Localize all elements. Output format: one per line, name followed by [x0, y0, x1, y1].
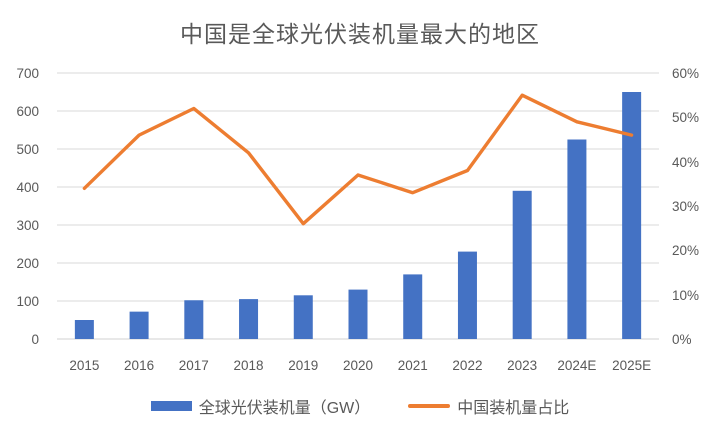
bar-2016: [129, 311, 149, 339]
x-axis-label: 2023: [507, 358, 538, 373]
right-axis-tick: 60%: [672, 66, 700, 81]
x-axis-label: 2024E: [557, 358, 597, 373]
legend-bar-label: 全球光伏装机量（GW）: [198, 400, 371, 417]
bar-2015: [74, 320, 94, 339]
x-axis-label: 2025E: [612, 358, 652, 373]
x-axis-label: 2018: [233, 358, 264, 373]
left-axis-tick: 600: [16, 104, 39, 119]
right-axis-tick: 30%: [672, 199, 700, 214]
left-axis-tick: 200: [16, 256, 39, 271]
bar-2024E: [567, 139, 587, 339]
x-axis-label: 2021: [397, 358, 428, 373]
left-axis-tick: 700: [16, 66, 39, 81]
share-line: [82, 93, 634, 226]
x-axis-label: 2015: [69, 358, 100, 373]
right-axis-tick: 20%: [672, 243, 700, 259]
bar-2021: [403, 274, 423, 339]
left-axis-tick: 400: [16, 180, 39, 195]
legend-line-label: 中国装机量占比: [457, 400, 570, 417]
chart-title: 中国是全球光伏装机量最大的地区: [180, 21, 540, 47]
x-axis-label: 2017: [178, 358, 209, 373]
legend-item-bars: 全球光伏装机量（GW）: [150, 394, 371, 418]
bar-2022: [457, 251, 477, 339]
x-axis-label: 2020: [342, 358, 374, 373]
legend: 全球光伏装机量（GW） 中国装机量占比: [0, 394, 720, 418]
legend-item-line: 中国装机量占比: [408, 394, 569, 418]
left-axis-tick: 500: [16, 142, 39, 157]
x-axis-label: 2022: [452, 358, 483, 373]
bar-2020: [348, 289, 368, 339]
bar-2023: [512, 190, 532, 339]
right-axis-tick: 40%: [672, 154, 700, 170]
left-axis-tick: 0: [31, 332, 39, 347]
bar-2025E: [622, 92, 642, 339]
right-axis-tick: 50%: [672, 110, 700, 126]
left-axis-tick: 300: [16, 218, 39, 233]
x-axis-label: 2016: [124, 358, 155, 373]
legend-line-swatch-icon: [408, 404, 451, 408]
bar-2019: [293, 295, 313, 339]
x-axis-label: 2019: [288, 358, 319, 373]
right-axis-tick: 10%: [672, 287, 700, 303]
legend-bar-swatch-icon: [150, 401, 192, 411]
right-axis-tick: 0%: [672, 332, 692, 347]
left-axis-tick: 100: [16, 294, 39, 309]
bar-2017: [184, 300, 204, 339]
bar-2018: [239, 299, 259, 339]
